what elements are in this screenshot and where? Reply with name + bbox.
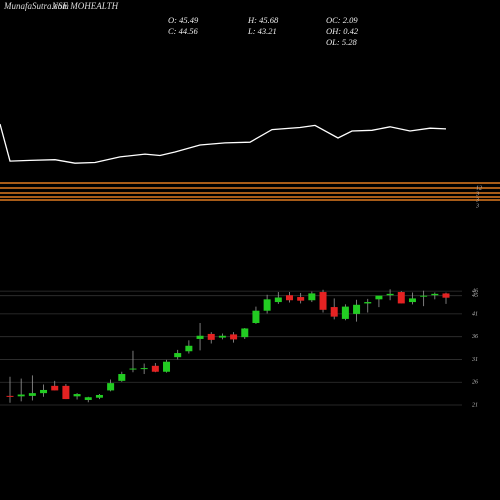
- candle-body: [285, 295, 293, 301]
- candle-body: [408, 298, 416, 303]
- candle-body: [252, 310, 260, 324]
- candle-body: [62, 385, 70, 400]
- candle-body: [308, 293, 316, 301]
- ohlc-value: O: 45.49: [168, 15, 199, 25]
- candle-body: [84, 397, 92, 400]
- candle-body: [274, 297, 282, 303]
- candle-body: [51, 385, 59, 391]
- level-label: 3: [475, 197, 479, 203]
- y-tick-label: 21: [472, 402, 478, 408]
- y-tick-label: 45: [472, 292, 478, 299]
- candle-body: [297, 297, 305, 301]
- candle-body: [241, 328, 249, 338]
- y-tick-label: 31: [471, 357, 478, 363]
- candle-body: [207, 333, 215, 340]
- candle-body: [330, 307, 338, 317]
- candle-body: [319, 292, 327, 310]
- candle-body: [129, 368, 137, 370]
- candle-body: [263, 299, 271, 311]
- candle-body: [107, 383, 115, 391]
- ohlc-value: C: 44.56: [168, 26, 199, 36]
- ohlc-value: OC: 2.09: [326, 15, 358, 25]
- symbol: NSE MOHEALTH: [51, 1, 119, 11]
- ohlc-value: OH: 0.42: [326, 26, 359, 36]
- candle-body: [118, 374, 126, 381]
- candle-body: [196, 335, 204, 339]
- candle-body: [40, 389, 48, 394]
- candle-body: [353, 304, 361, 314]
- ohlc-value: H: 45.68: [247, 15, 279, 25]
- ohlc-value: OL: 5.28: [326, 37, 357, 47]
- candle-body: [218, 335, 226, 338]
- level-label: 3: [475, 203, 479, 209]
- level-label: 12: [476, 185, 482, 191]
- y-tick-label: 36: [471, 334, 478, 340]
- candle-body: [140, 368, 148, 370]
- candle-body: [174, 353, 182, 358]
- y-tick-label: 26: [472, 380, 478, 386]
- candle-body: [73, 394, 81, 397]
- candle-body: [442, 293, 450, 298]
- indicator-line: [0, 123, 447, 164]
- level-label: 3: [475, 191, 479, 197]
- ohlc-value: L: 43.21: [247, 26, 277, 36]
- candle-body: [397, 292, 405, 304]
- candle-body: [375, 295, 383, 300]
- candle-body: [386, 293, 394, 296]
- candle-body: [95, 394, 103, 398]
- level-lines: [0, 182, 500, 201]
- candle-body: [151, 365, 159, 372]
- candle-body: [28, 393, 36, 396]
- y-tick-label: 46: [472, 288, 478, 295]
- candle-body: [230, 334, 238, 340]
- candle-body: [185, 345, 193, 352]
- candle-body: [17, 394, 25, 397]
- y-tick-label: 41: [472, 310, 478, 317]
- site-name: MunafaSutra.com: [3, 1, 69, 11]
- candle-body: [420, 295, 428, 297]
- candle-body: [163, 361, 171, 372]
- candle-body: [431, 293, 439, 296]
- candle-body: [341, 306, 349, 319]
- candle-body: [364, 302, 372, 304]
- candle-body: [6, 395, 14, 397]
